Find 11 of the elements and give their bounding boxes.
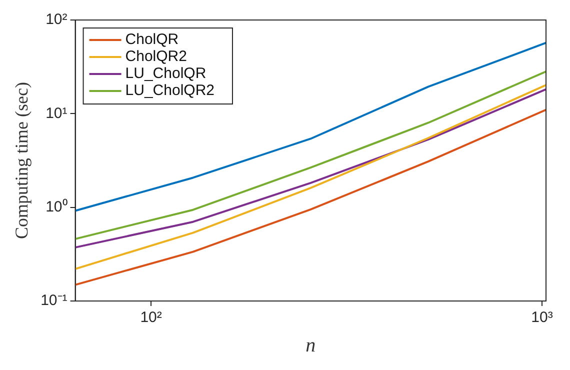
y-tick-label: 10² <box>46 11 68 28</box>
y-tick-label: 10⁻¹ <box>40 292 68 310</box>
x-axis-title: n <box>306 334 316 356</box>
y-tick-label: 10⁰ <box>46 198 68 216</box>
legend-label: CholQR2 <box>125 48 187 66</box>
legend-label: LU_CholQR <box>125 65 206 82</box>
legend-label: LU_CholQR2 <box>125 82 214 100</box>
x-tick-label: 10³ <box>531 309 553 326</box>
y-tick-label: 10¹ <box>46 104 68 122</box>
y-axis-title: Computing time (sec) <box>12 82 32 239</box>
legend-label: CholQR <box>125 31 179 48</box>
